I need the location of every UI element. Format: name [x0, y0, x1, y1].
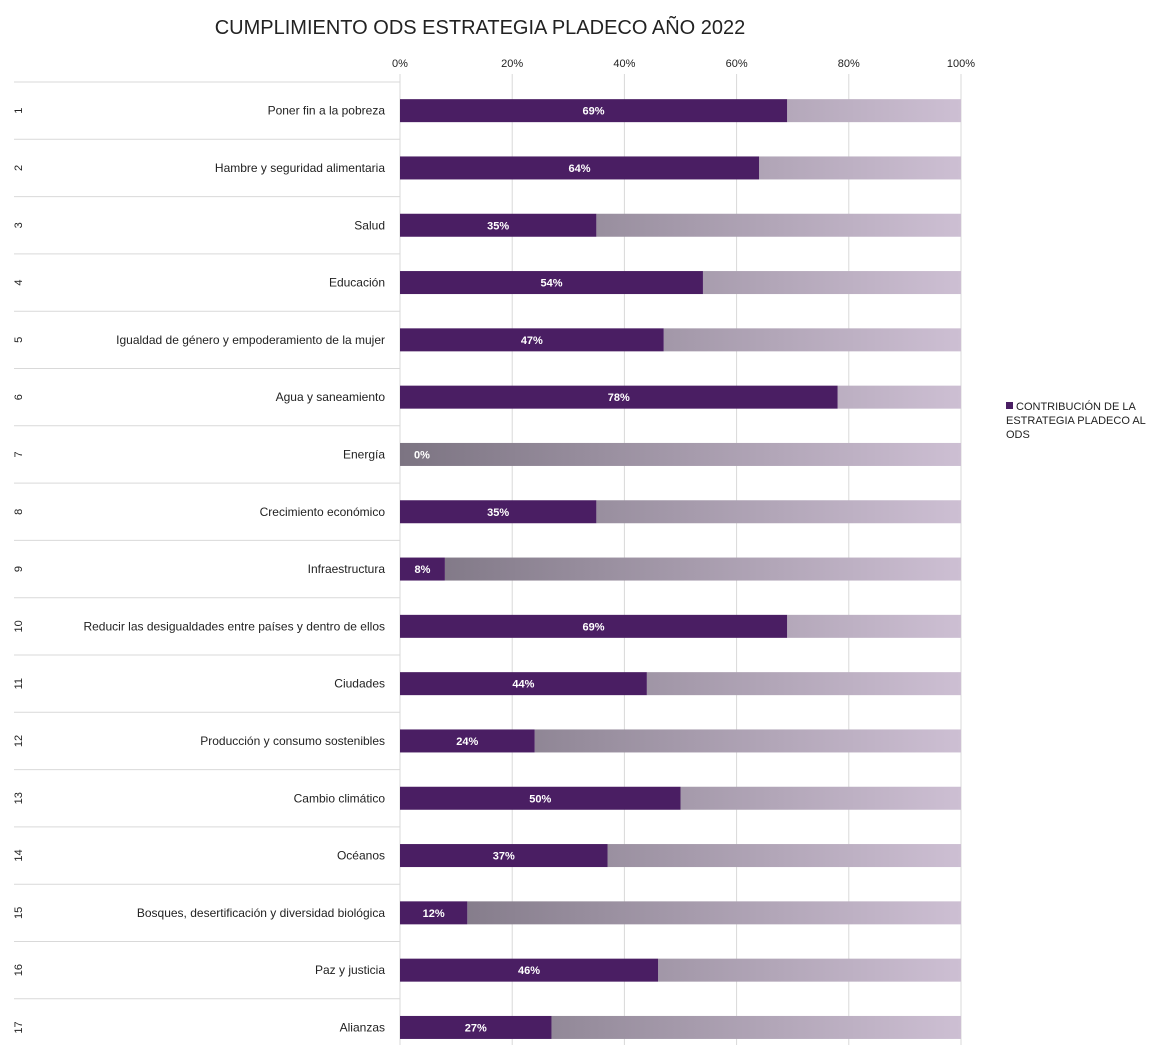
data-label: 50%: [529, 793, 551, 805]
legend-swatch: [1006, 402, 1013, 409]
category-label: Producción y consumo sostenibles: [200, 734, 385, 748]
data-label: 12%: [423, 908, 445, 920]
category-label: Poner fin a la pobreza: [268, 104, 386, 118]
category-label: Crecimiento económico: [260, 505, 386, 519]
category-label: Hambre y seguridad alimentaria: [215, 161, 385, 175]
bar-contribution: [400, 614, 788, 638]
data-label: 35%: [487, 220, 509, 232]
bar-contribution: [400, 786, 681, 810]
bar-remainder: [787, 99, 961, 123]
data-label: 44%: [512, 679, 534, 691]
category-label: Reducir las desigualdades entre países y…: [83, 619, 385, 633]
legend: CONTRIBUCIÓN DE LA ESTRATEGIA PLADECO AL…: [1006, 400, 1166, 442]
group-label: 5: [13, 337, 25, 343]
category-label: Ciudades: [334, 677, 385, 691]
bar-remainder: [658, 958, 961, 982]
bar-contribution: [400, 557, 445, 581]
x-tick-label: 100%: [947, 58, 975, 70]
x-tick-label: 40%: [613, 58, 635, 70]
bar-contribution: [400, 729, 535, 753]
group-label: 13: [13, 792, 25, 804]
bar-remainder: [680, 786, 961, 810]
bar-contribution: [400, 156, 760, 180]
group-label: 2: [13, 165, 25, 171]
bar-contribution: [400, 844, 608, 868]
data-label: 46%: [518, 965, 540, 977]
data-label: 35%: [487, 507, 509, 519]
bar-remainder: [837, 385, 961, 409]
bar-contribution: [400, 500, 597, 524]
x-tick-label: 0%: [392, 58, 408, 70]
legend-label: CONTRIBUCIÓN DE LA ESTRATEGIA PLADECO AL…: [1006, 401, 1146, 441]
category-label: Infraestructura: [308, 562, 386, 576]
category-label: Agua y saneamiento: [276, 390, 386, 404]
x-tick-label: 80%: [838, 58, 860, 70]
bar-contribution: [400, 901, 468, 925]
category-label: Alianzas: [340, 1020, 385, 1034]
bar-contribution: [400, 213, 597, 237]
data-label: 54%: [540, 278, 562, 290]
chart-title: CUMPLIMIENTO ODS ESTRATEGIA PLADECO AÑO …: [215, 15, 746, 39]
group-label: 10: [13, 620, 25, 632]
data-label: 27%: [465, 1022, 487, 1034]
bar-remainder: [663, 328, 961, 352]
bar-remainder: [534, 729, 961, 753]
labels-layer: 0% 20% 40% 60% 80% 100%69%Poner fin a la pobr…: [13, 58, 975, 1034]
data-label: 47%: [521, 335, 543, 347]
group-label: 4: [13, 279, 25, 285]
group-label: 8: [13, 509, 25, 515]
bar-remainder: [444, 557, 961, 581]
bar-remainder: [646, 672, 961, 696]
category-label: Océanos: [337, 849, 385, 863]
bar-remainder: [596, 213, 961, 237]
category-label: Paz y justicia: [315, 963, 385, 977]
data-label: 37%: [493, 851, 515, 863]
bar-remainder: [467, 901, 961, 925]
group-label: 6: [13, 394, 25, 400]
bar-remainder: [551, 1015, 961, 1039]
x-tick-label: 60%: [726, 58, 748, 70]
group-label: 3: [13, 222, 25, 228]
bar-remainder: [607, 844, 961, 868]
group-label: 12: [13, 735, 25, 747]
data-label: 24%: [456, 736, 478, 748]
data-label: 78%: [608, 392, 630, 404]
category-label: Energía: [343, 447, 385, 461]
category-label: Salud: [354, 218, 385, 232]
group-label: 1: [13, 108, 25, 114]
data-label: 69%: [583, 621, 605, 633]
data-label: 0%: [414, 449, 430, 461]
bar-remainder: [759, 156, 961, 180]
category-label: Igualdad de género y empoderamiento de l…: [116, 333, 385, 347]
bar-contribution: [400, 328, 664, 352]
category-label: Bosques, desertificación y diversidad bi…: [137, 906, 385, 920]
category-label: Cambio climático: [294, 791, 386, 805]
group-label: 7: [13, 451, 25, 457]
group-label: 16: [13, 964, 25, 976]
bar-contribution: [400, 1015, 552, 1039]
group-label: 11: [13, 678, 25, 689]
bar-contribution: [400, 271, 703, 295]
group-label: 14: [13, 849, 25, 861]
bar-contribution: [400, 958, 659, 982]
category-label: Educación: [329, 276, 385, 290]
group-label: 9: [13, 566, 25, 572]
group-label: 17: [13, 1021, 25, 1033]
data-label: 64%: [569, 163, 591, 175]
x-tick-label: 20%: [501, 58, 523, 70]
bar-contribution: [400, 672, 647, 696]
bar-remainder: [596, 500, 961, 524]
bars-layer: [400, 99, 961, 1039]
bar-remainder: [400, 442, 961, 466]
bar-remainder: [702, 271, 961, 295]
bar-contribution: [400, 385, 838, 409]
bar-contribution: [400, 99, 788, 123]
bar-remainder: [787, 614, 961, 638]
data-label: 69%: [583, 106, 605, 118]
group-label: 15: [13, 907, 25, 919]
data-label: 8%: [414, 564, 430, 576]
